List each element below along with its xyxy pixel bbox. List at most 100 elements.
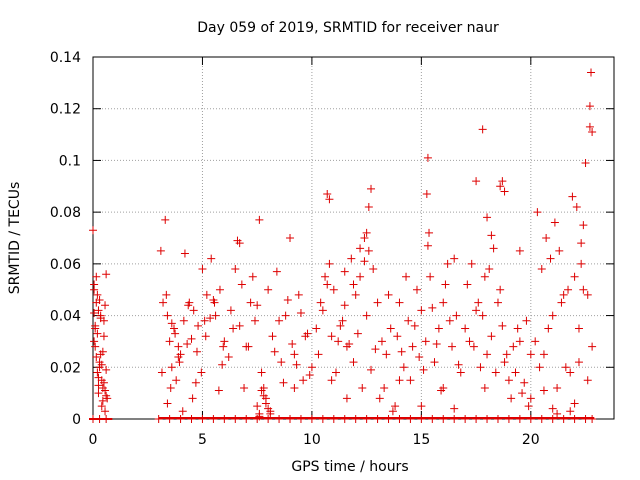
data-point: [432, 340, 441, 349]
data-point: [172, 376, 181, 385]
data-point: [439, 298, 448, 307]
data-point: [533, 208, 542, 217]
data-point: [417, 306, 426, 315]
data-point: [169, 324, 178, 333]
data-point: [312, 324, 321, 333]
data-point: [294, 290, 303, 299]
data-point: [235, 321, 244, 330]
data-point: [323, 280, 332, 289]
data-point: [393, 332, 402, 341]
data-point: [277, 358, 286, 367]
data-point: [96, 314, 105, 323]
data-point: [219, 342, 228, 351]
data-point: [215, 285, 224, 294]
data-point: [353, 329, 362, 338]
data-point: [583, 376, 592, 385]
data-point: [188, 394, 197, 403]
data-point: [301, 332, 310, 341]
chart-title: Day 059 of 2019, SRMTID for receiver nau…: [197, 20, 499, 36]
data-point: [178, 407, 187, 416]
data-point: [253, 402, 262, 411]
data-point: [587, 68, 596, 77]
data-point: [356, 244, 365, 253]
data-point: [99, 378, 108, 387]
data-point: [349, 280, 358, 289]
data-point: [240, 383, 249, 392]
data-point: [463, 280, 472, 289]
data-point: [292, 360, 301, 369]
data-point: [472, 306, 481, 315]
data-point: [162, 290, 171, 299]
y-tick-label: 0.12: [50, 102, 81, 118]
data-point: [89, 226, 97, 235]
data-point: [472, 177, 481, 186]
data-point: [570, 272, 579, 281]
data-point: [159, 298, 168, 307]
data-point: [384, 290, 393, 299]
data-point: [257, 386, 266, 395]
data-point: [179, 316, 188, 325]
data-point: [421, 337, 430, 346]
data-point: [588, 342, 597, 351]
data-point: [327, 376, 336, 385]
data-point: [93, 329, 102, 338]
data-point: [305, 371, 314, 380]
data-point: [342, 394, 351, 403]
data-point: [500, 187, 509, 196]
data-point: [187, 334, 196, 343]
data-point: [268, 332, 277, 341]
data-point: [461, 324, 470, 333]
data-point: [539, 350, 548, 359]
y-axis-label: SRMTID / TECUs: [7, 182, 23, 295]
data-point: [498, 177, 507, 186]
data-point: [513, 324, 522, 333]
data-point: [180, 249, 189, 258]
data-point: [91, 324, 100, 333]
data-point: [175, 358, 184, 367]
data-point: [92, 272, 101, 281]
data-point: [97, 402, 106, 411]
data-point: [165, 337, 174, 346]
data-point: [483, 350, 492, 359]
data-point: [478, 311, 487, 320]
data-point: [515, 246, 524, 255]
y-tick-label: 0.02: [50, 360, 81, 376]
data-point: [588, 127, 597, 136]
data-point: [507, 394, 516, 403]
x-axis-label: GPS time / hours: [291, 459, 408, 475]
data-point: [485, 265, 494, 274]
data-point: [452, 311, 461, 320]
data-point: [226, 306, 235, 315]
data-point: [296, 308, 305, 317]
data-point: [483, 213, 492, 222]
data-point: [369, 265, 378, 274]
data-point: [198, 265, 207, 274]
data-point: [404, 316, 413, 325]
data-point: [577, 239, 586, 248]
data-point: [101, 386, 110, 395]
data-point: [200, 316, 209, 325]
data-point: [581, 159, 590, 168]
data-point: [423, 153, 432, 162]
data-point: [445, 316, 454, 325]
x-tick-label: 0: [89, 432, 98, 448]
data-point: [585, 102, 594, 111]
data-point: [500, 358, 509, 367]
data-point: [340, 301, 349, 310]
data-point: [469, 342, 478, 351]
data-point: [259, 391, 268, 400]
data-point: [502, 350, 511, 359]
data-point: [102, 391, 111, 400]
data-point: [430, 358, 439, 367]
data-point: [480, 272, 489, 281]
data-point: [325, 259, 334, 268]
y-tick-label: 0.06: [50, 257, 81, 273]
data-point: [550, 218, 559, 227]
data-point: [397, 347, 406, 356]
data-point: [194, 321, 203, 330]
data-point: [356, 272, 365, 281]
data-point: [395, 298, 404, 307]
data-point: [250, 316, 259, 325]
data-point: [542, 234, 551, 242]
